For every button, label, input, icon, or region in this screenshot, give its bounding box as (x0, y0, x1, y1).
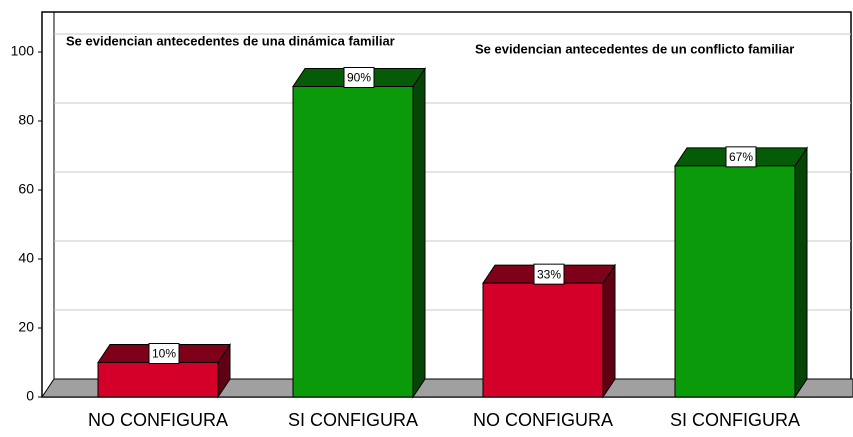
bar (482, 282, 604, 398)
annotation: Se evidencian antecedentes de una dinámi… (66, 33, 395, 48)
bar (674, 165, 796, 398)
y-tick-label: 0 (26, 388, 34, 404)
x-tick-label: NO CONFIGURA (473, 410, 613, 430)
value-label-box (533, 263, 565, 285)
value-label-box (725, 146, 757, 168)
bar-side (794, 146, 808, 399)
value-label: 10% (152, 347, 176, 361)
bar (292, 86, 414, 398)
x-tick-label: SI CONFIGURA (288, 410, 418, 430)
x-tick-label: SI CONFIGURA (670, 410, 800, 430)
value-label: 33% (537, 267, 561, 281)
bar (97, 362, 219, 398)
value-label: 90% (347, 71, 371, 85)
value-label: 67% (729, 150, 753, 164)
bar-side (602, 263, 616, 399)
y-tick-label: 60 (18, 181, 34, 197)
x-tick-label: NO CONFIGURA (88, 410, 228, 430)
y-tick-label: 80 (18, 112, 34, 128)
bar-side (412, 66, 426, 399)
y-tick-label: 100 (11, 43, 35, 59)
y-tick-label: 20 (18, 319, 34, 335)
annotation: Se evidencian antecedentes de un conflic… (475, 41, 794, 56)
value-label-box (148, 343, 180, 364)
value-label-box (343, 67, 375, 88)
y-tick-label: 40 (18, 250, 34, 266)
